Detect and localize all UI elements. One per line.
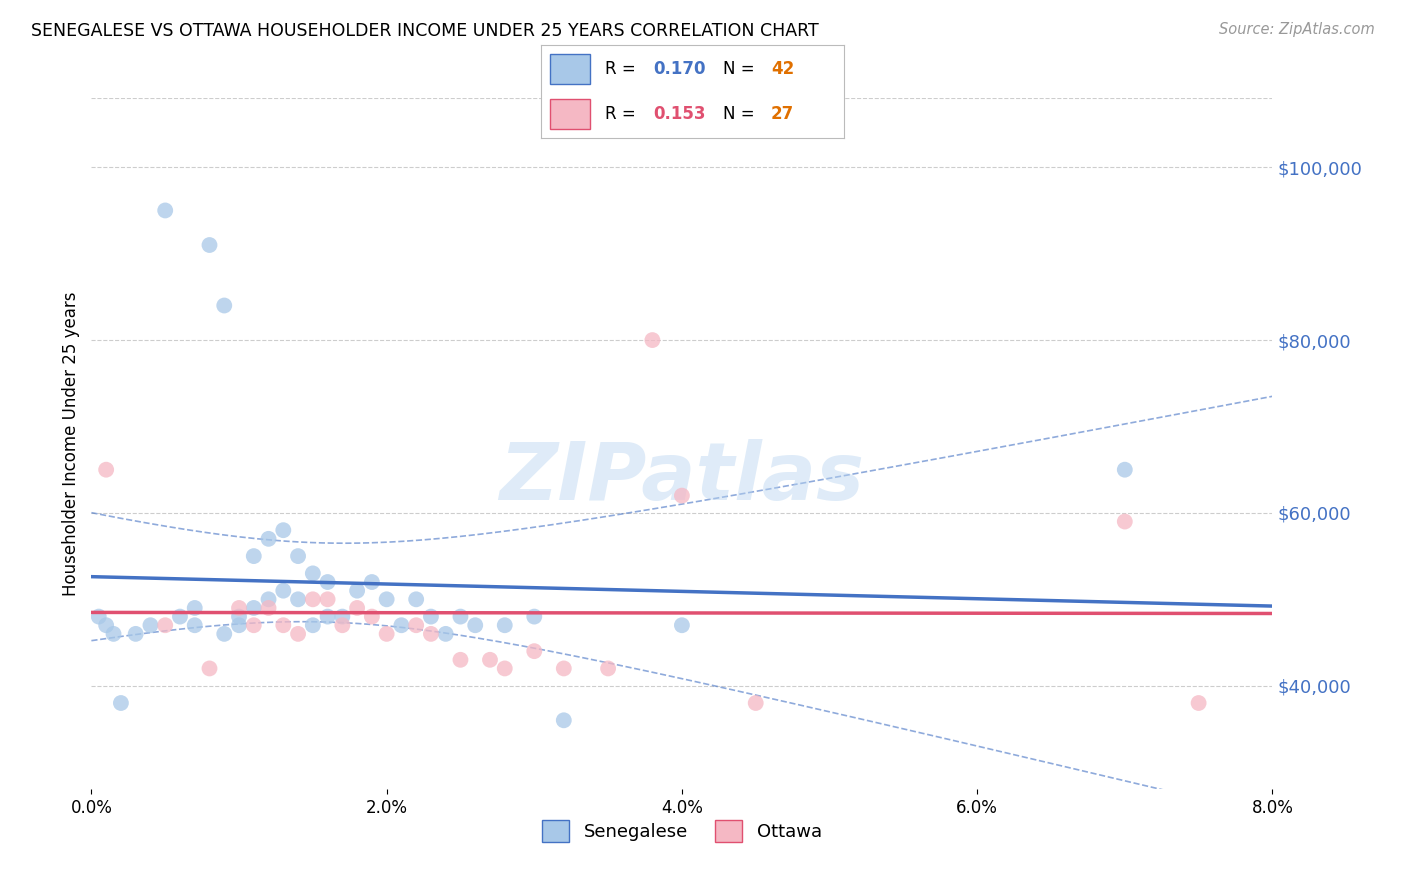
Point <box>478 653 502 667</box>
Point <box>523 609 546 624</box>
FancyBboxPatch shape <box>550 99 589 129</box>
Text: R =: R = <box>605 60 641 78</box>
Legend: Senegalese, Ottawa: Senegalese, Ottawa <box>534 813 830 849</box>
Point <box>671 618 693 632</box>
Point <box>183 601 207 615</box>
Point <box>332 609 354 624</box>
Point <box>553 714 575 728</box>
Point <box>434 627 457 641</box>
Point <box>316 575 339 590</box>
Point <box>671 489 693 503</box>
Point <box>523 644 546 658</box>
Point <box>198 661 221 675</box>
Point <box>153 203 177 218</box>
Point <box>346 583 368 598</box>
Point <box>450 653 472 667</box>
Point <box>228 618 250 632</box>
Point <box>494 618 516 632</box>
Point <box>745 696 768 710</box>
Point <box>87 609 110 624</box>
Point <box>405 618 427 632</box>
Text: N =: N = <box>723 60 759 78</box>
Point <box>110 696 132 710</box>
Point <box>287 592 309 607</box>
Text: N =: N = <box>723 105 759 123</box>
Point <box>360 575 382 590</box>
Point <box>228 601 250 615</box>
Point <box>183 618 207 632</box>
Point <box>271 523 295 537</box>
Text: R =: R = <box>605 105 641 123</box>
Point <box>405 592 427 607</box>
Point <box>214 627 236 641</box>
FancyBboxPatch shape <box>550 54 589 84</box>
Point <box>103 627 125 641</box>
Point <box>375 592 398 607</box>
Point <box>641 333 664 347</box>
Point <box>257 532 280 546</box>
Y-axis label: Householder Income Under 25 years: Householder Income Under 25 years <box>62 292 80 596</box>
Point <box>271 618 295 632</box>
Point <box>419 627 441 641</box>
Text: 42: 42 <box>770 60 794 78</box>
Point <box>214 298 236 313</box>
Point <box>243 549 266 563</box>
Point <box>464 618 486 632</box>
Point <box>169 609 191 624</box>
Point <box>257 601 280 615</box>
Point <box>316 609 339 624</box>
Point <box>153 618 177 632</box>
Point <box>287 549 309 563</box>
Point <box>598 661 620 675</box>
Point <box>419 609 441 624</box>
Point <box>139 618 162 632</box>
Point <box>346 601 368 615</box>
Point <box>553 661 575 675</box>
Point <box>243 601 266 615</box>
Point <box>360 609 382 624</box>
Text: ZIPatlas: ZIPatlas <box>499 440 865 517</box>
Text: SENEGALESE VS OTTAWA HOUSEHOLDER INCOME UNDER 25 YEARS CORRELATION CHART: SENEGALESE VS OTTAWA HOUSEHOLDER INCOME … <box>31 22 818 40</box>
Point <box>124 627 148 641</box>
Point <box>375 627 398 641</box>
Text: Source: ZipAtlas.com: Source: ZipAtlas.com <box>1219 22 1375 37</box>
Point <box>494 661 516 675</box>
Point <box>1114 463 1136 477</box>
Point <box>96 618 118 632</box>
Text: 27: 27 <box>770 105 794 123</box>
Point <box>287 627 309 641</box>
Text: 0.153: 0.153 <box>654 105 706 123</box>
Point <box>243 618 266 632</box>
Point <box>228 609 250 624</box>
Point <box>301 566 323 581</box>
Point <box>271 583 295 598</box>
Point <box>332 618 354 632</box>
Text: 0.170: 0.170 <box>654 60 706 78</box>
Point <box>96 463 118 477</box>
Point <box>1187 696 1209 710</box>
Point <box>301 618 323 632</box>
Point <box>391 618 413 632</box>
Point <box>1114 515 1136 529</box>
Point <box>198 238 221 252</box>
Point <box>301 592 323 607</box>
Point <box>316 592 339 607</box>
Point <box>257 592 280 607</box>
Point <box>450 609 472 624</box>
